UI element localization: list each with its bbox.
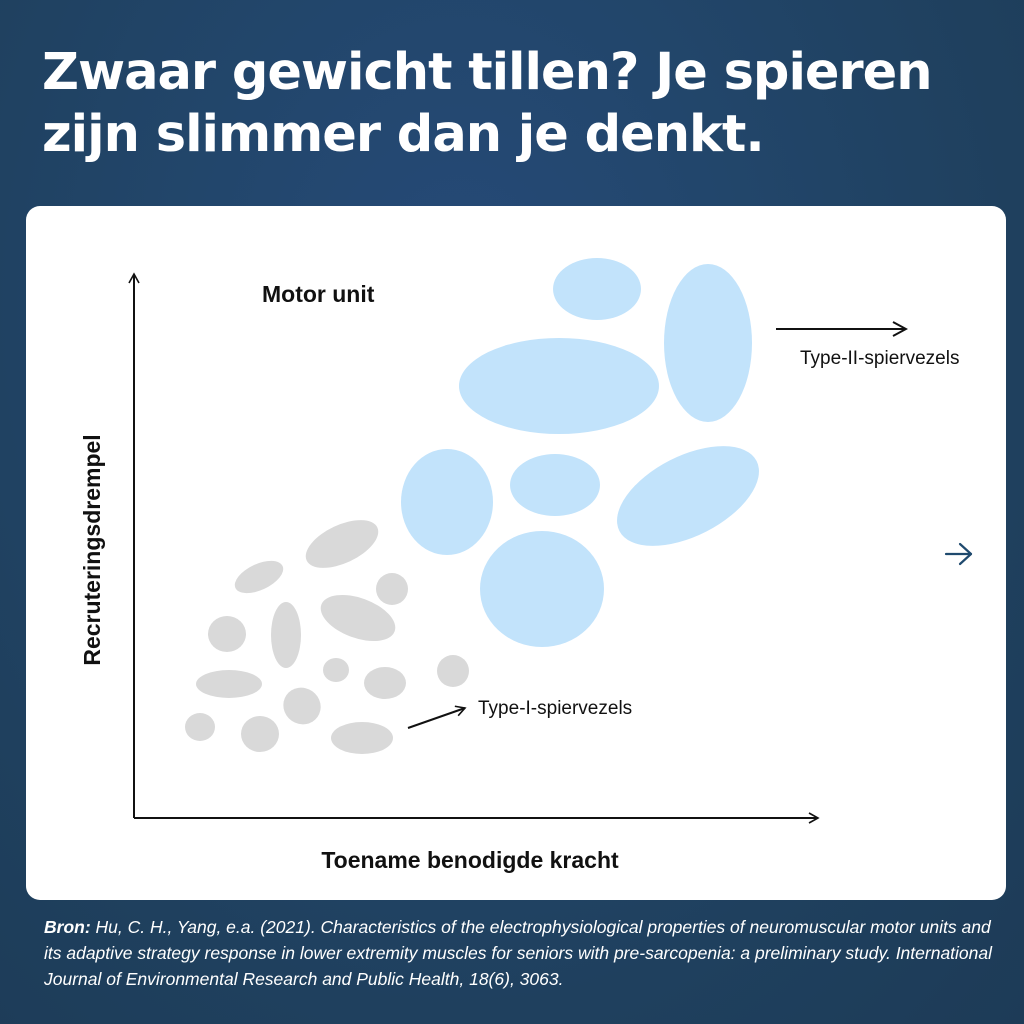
type1-fibre — [376, 573, 408, 605]
x-axis-label: Toename benodigde kracht — [321, 847, 619, 873]
title-line-2: zijn slimmer dan je denkt. — [42, 105, 765, 164]
type2-fibre-cluster — [401, 258, 759, 647]
arrow-right-icon[interactable] — [944, 542, 973, 566]
type1-fibre — [234, 560, 284, 594]
source-citation: Bron: Hu, C. H., Yang, e.a. (2021). Char… — [44, 914, 994, 992]
type1-fibre — [364, 667, 406, 699]
type1-label: Type-I-spiervezels — [478, 698, 632, 719]
source-text: Hu, C. H., Yang, e.a. (2021). Characteri… — [44, 917, 993, 989]
type1-fibre — [208, 616, 246, 652]
type1-fibre — [185, 713, 215, 741]
type2-fibre — [459, 338, 659, 434]
y-axis-label: Recruteringsdrempel — [79, 434, 105, 665]
type1-fibre — [305, 520, 379, 568]
source-label: Bron: — [44, 917, 91, 937]
type2-fibre — [510, 454, 600, 516]
type1-fibre — [196, 670, 262, 698]
title-line-1: Zwaar gewicht tillen? Je spieren — [42, 43, 933, 102]
type1-pointer-arrow — [407, 705, 467, 729]
type2-fibre — [553, 258, 641, 320]
type1-fibre — [271, 602, 301, 668]
type2-fibre — [401, 449, 493, 555]
page-title: Zwaar gewicht tillen? Je spieren zijn sl… — [42, 42, 1002, 166]
type1-fibre — [437, 655, 469, 687]
type1-fibre — [323, 658, 349, 682]
type2-fibre — [664, 264, 752, 422]
motor-unit-diagram: Motor unit Type-II-spiervezels Type-I-sp… — [79, 258, 973, 873]
type1-fibre — [283, 687, 321, 725]
type2-label: Type-II-spiervezels — [800, 348, 959, 369]
type1-fibre — [331, 722, 393, 754]
diagram-card: Motor unit Type-II-spiervezels Type-I-sp… — [26, 206, 1006, 900]
type1-fibre-cluster — [185, 520, 469, 754]
type2-fibre — [480, 531, 604, 647]
type1-fibre — [320, 594, 396, 642]
type2-fibre — [617, 446, 759, 546]
motor-unit-label: Motor unit — [262, 281, 375, 307]
type1-fibre — [241, 716, 279, 752]
